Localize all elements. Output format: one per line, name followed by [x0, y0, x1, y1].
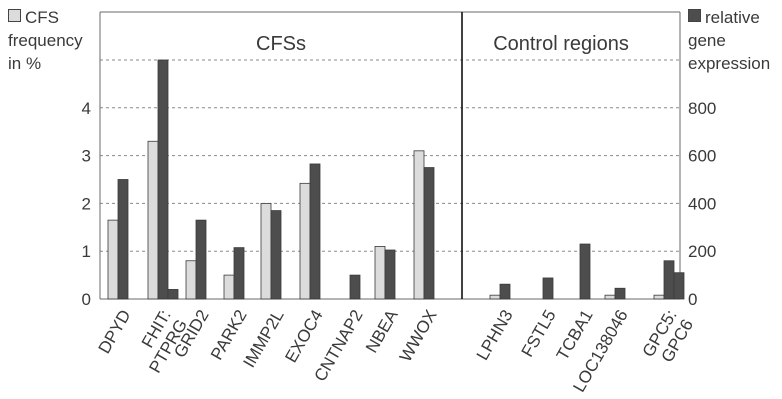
category-label: LPHN3 [473, 307, 517, 364]
bar-cfs-frequency [107, 219, 119, 300]
category-label: DPYD [95, 307, 135, 357]
category-label-line: WWOX [396, 307, 441, 366]
left-tick-label: 4 [82, 99, 91, 118]
left-tick-label: 3 [82, 147, 91, 166]
left-tick-label: 0 [82, 290, 91, 309]
bar-relative-expression-secondary [673, 272, 685, 300]
bar-cfs-frequency [489, 294, 501, 300]
bar-relative-expression-secondary [167, 289, 179, 300]
category-label-line: LPHN3 [473, 307, 517, 364]
legend-relative-expression: relative gene expression [688, 6, 770, 75]
category-label-line: EXOC4 [281, 307, 326, 366]
bar-relative-expression [195, 219, 207, 300]
left-tick-label: 2 [82, 194, 91, 213]
bar-relative-expression [117, 179, 129, 300]
right-tick-label: 600 [688, 147, 716, 166]
bar-cfs-frequency [374, 246, 386, 300]
right-tick-label: 400 [688, 194, 716, 213]
bar-relative-expression [663, 260, 675, 300]
legend-swatch-expression [688, 9, 701, 22]
right-tick-label: 800 [688, 99, 716, 118]
right-tick-label: 200 [688, 242, 716, 261]
category-label: EXOC4 [281, 307, 326, 366]
group-label: Control regions [493, 33, 629, 55]
bar-relative-expression [542, 277, 554, 300]
bar-relative-expression [349, 274, 361, 300]
bar-relative-expression [270, 210, 282, 300]
category-label-line: NBEA [362, 306, 402, 356]
bar-relative-expression [384, 249, 396, 300]
left-tick-label: 1 [82, 242, 91, 261]
category-label: GPC5:GPC6 [639, 307, 697, 366]
legend-cfs-line-3: in % [8, 54, 42, 73]
legend-cfs-line-2: frequency [8, 31, 83, 50]
category-label-line: DPYD [95, 307, 135, 357]
bar-cfs-frequency [260, 202, 272, 300]
bar-cfs-frequency [653, 294, 665, 300]
bar-relative-expression [309, 163, 321, 300]
legend-expr-line-3: expression [688, 54, 771, 73]
legend-expr-line-1: relative [705, 8, 760, 27]
bar-cfs-frequency [299, 182, 311, 300]
legend-swatch-cfs [8, 9, 21, 22]
bar-cfs-frequency [185, 260, 197, 300]
category-label: NBEA [362, 306, 402, 356]
bar-relative-expression [233, 247, 245, 300]
legend-cfs-line-1: CFS [25, 8, 59, 27]
legend-expr-line-2: gene [688, 31, 726, 50]
group-label: CFSs [256, 33, 306, 55]
bar-relative-expression [157, 59, 169, 300]
bar-cfs-frequency [147, 140, 159, 300]
bar-relative-expression [614, 287, 626, 300]
category-label: WWOX [396, 307, 441, 366]
bar-relative-expression [579, 243, 591, 300]
right-tick-label: 0 [688, 290, 697, 309]
bar-cfs-frequency [413, 150, 425, 300]
bar-cfs-frequency [604, 294, 616, 300]
bar-cfs-frequency [223, 274, 235, 300]
bar-relative-expression [423, 167, 435, 300]
bar-relative-expression [499, 283, 511, 300]
legend-cfs-frequency: CFS frequency in % [8, 6, 83, 75]
